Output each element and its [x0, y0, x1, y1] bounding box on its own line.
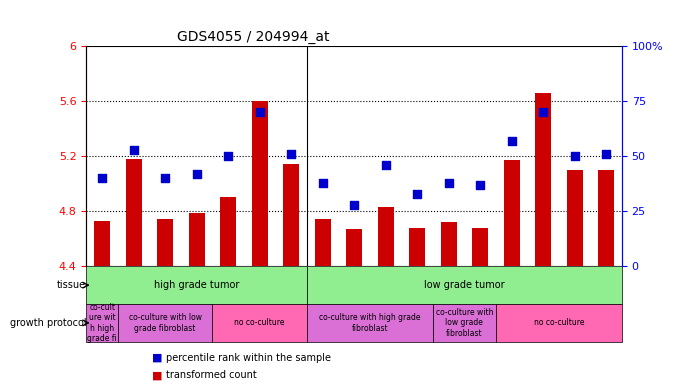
- Text: ■: ■: [152, 353, 162, 363]
- Text: GDS4055 / 204994_at: GDS4055 / 204994_at: [178, 30, 330, 44]
- Text: co-culture with high grade
fibroblast: co-culture with high grade fibroblast: [319, 313, 421, 333]
- Bar: [472, 228, 488, 266]
- Point: [128, 147, 139, 153]
- Text: tissue: tissue: [57, 280, 86, 290]
- Bar: [126, 159, 142, 266]
- Bar: [252, 101, 267, 266]
- Bar: [346, 229, 362, 266]
- Text: high grade tumor: high grade tumor: [154, 280, 239, 290]
- FancyBboxPatch shape: [307, 266, 622, 304]
- Bar: [504, 160, 520, 266]
- Point: [223, 153, 234, 159]
- FancyBboxPatch shape: [86, 304, 118, 342]
- Bar: [158, 220, 173, 266]
- Text: co-culture with
low grade
fibroblast: co-culture with low grade fibroblast: [435, 308, 493, 338]
- Point: [285, 151, 296, 157]
- Text: no co-culture: no co-culture: [234, 318, 285, 328]
- FancyBboxPatch shape: [307, 304, 433, 342]
- Text: growth protocol: growth protocol: [10, 318, 86, 328]
- Point: [412, 190, 423, 197]
- Bar: [378, 207, 393, 266]
- FancyBboxPatch shape: [496, 304, 622, 342]
- Point: [506, 138, 517, 144]
- Bar: [409, 228, 425, 266]
- Point: [254, 109, 265, 115]
- Text: no co-culture: no co-culture: [533, 318, 584, 328]
- Point: [600, 151, 612, 157]
- Bar: [567, 170, 583, 266]
- FancyBboxPatch shape: [212, 304, 307, 342]
- Bar: [189, 213, 205, 266]
- Bar: [220, 197, 236, 266]
- FancyBboxPatch shape: [118, 304, 212, 342]
- Text: low grade tumor: low grade tumor: [424, 280, 504, 290]
- Bar: [283, 164, 299, 266]
- Point: [317, 180, 328, 186]
- Text: co-culture with low
grade fibroblast: co-culture with low grade fibroblast: [129, 313, 202, 333]
- Point: [475, 182, 486, 188]
- Text: co-cult
ure wit
h high
grade fi: co-cult ure wit h high grade fi: [87, 303, 117, 343]
- Bar: [315, 220, 330, 266]
- Text: ■: ■: [152, 370, 162, 380]
- Bar: [536, 93, 551, 266]
- Point: [538, 109, 549, 115]
- Text: transformed count: transformed count: [166, 370, 256, 380]
- Text: percentile rank within the sample: percentile rank within the sample: [166, 353, 331, 363]
- Point: [380, 162, 391, 168]
- Point: [160, 175, 171, 181]
- Bar: [598, 170, 614, 266]
- Bar: [94, 221, 110, 266]
- Point: [348, 202, 359, 208]
- FancyBboxPatch shape: [433, 304, 496, 342]
- FancyBboxPatch shape: [86, 266, 307, 304]
- Point: [97, 175, 108, 181]
- Bar: [441, 222, 457, 266]
- Point: [569, 153, 580, 159]
- Point: [443, 180, 454, 186]
- Point: [191, 171, 202, 177]
